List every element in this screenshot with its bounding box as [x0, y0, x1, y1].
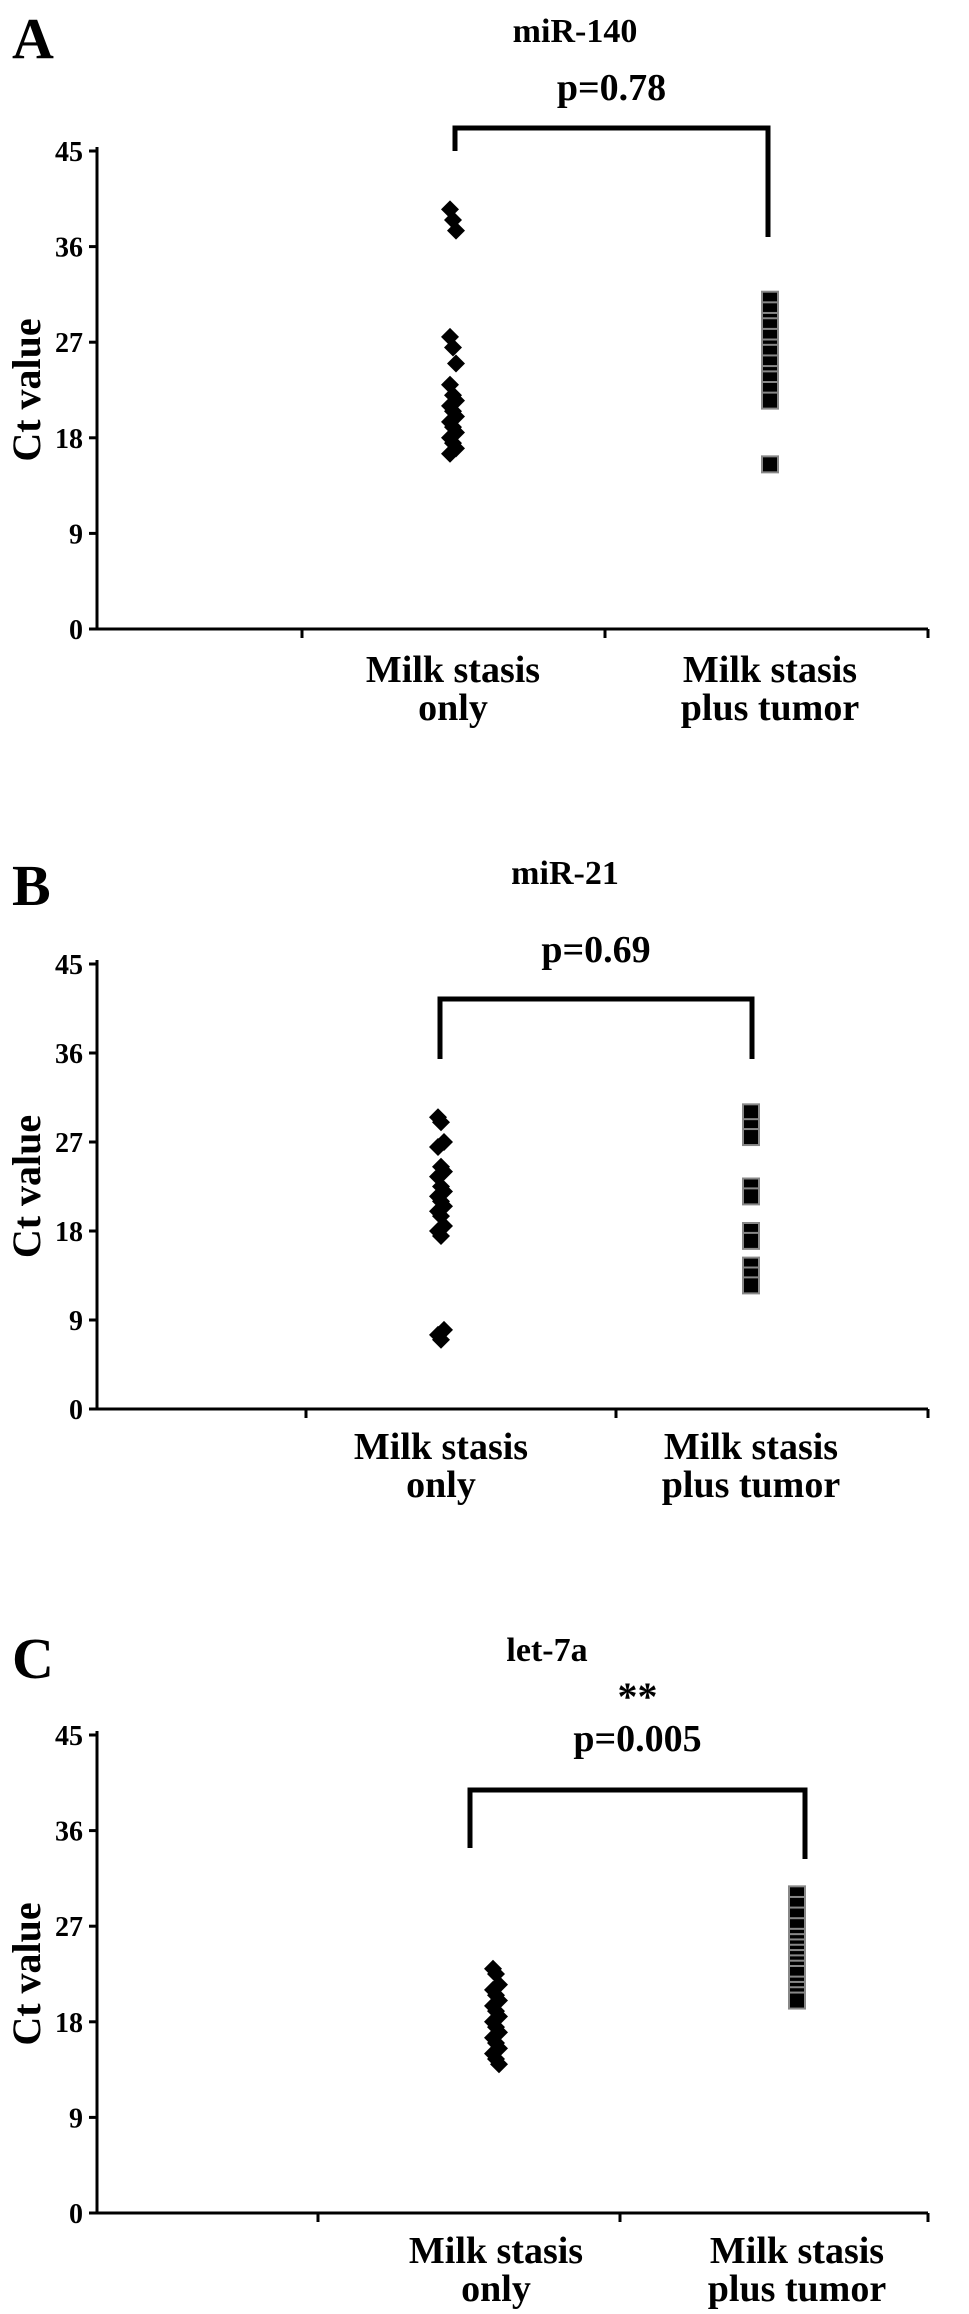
data-point-diamond: [432, 1113, 450, 1132]
category-label: Milk stasis: [664, 1426, 838, 1468]
y-tick-label: 45: [55, 950, 83, 981]
data-point-diamond: [444, 338, 462, 357]
category-label: plus tumor: [662, 1464, 841, 1506]
chart-title: let-7a: [506, 1632, 587, 1669]
category-label: only: [418, 687, 488, 729]
y-tick-label: 18: [55, 1217, 83, 1248]
category-label: Milk stasis: [354, 1426, 528, 1468]
data-point-square: [742, 1187, 760, 1206]
y-tick-label: 45: [55, 1721, 83, 1752]
y-tick-label: 0: [69, 1395, 83, 1426]
data-point-square: [742, 1103, 760, 1122]
significance-bracket: [467, 1787, 808, 1859]
y-tick-label: 18: [55, 2008, 83, 2039]
y-axis-label: Ct value: [4, 1115, 49, 1258]
data-point-square: [761, 455, 779, 474]
y-tick-label: 36: [55, 1817, 83, 1848]
category-label: only: [406, 1464, 476, 1506]
panel-letter: C: [12, 1626, 54, 1691]
p-value-label: p=0.78: [557, 67, 666, 109]
y-tick-label: 27: [55, 1128, 83, 1159]
significance-bracket: [437, 996, 755, 1059]
chart-title: miR-140: [513, 13, 638, 50]
data-point-square: [742, 1276, 760, 1295]
data-point-diamond: [447, 221, 465, 240]
category-label: Milk stasis: [710, 2230, 884, 2272]
data-point-diamond: [441, 444, 459, 463]
significance-stars: **: [618, 1674, 658, 1719]
category-label: Milk stasis: [409, 2230, 583, 2272]
category-label: Milk stasis: [683, 649, 857, 691]
y-tick-label: 9: [69, 2103, 83, 2134]
data-point-square: [788, 1991, 806, 2010]
y-tick-label: 36: [55, 1039, 83, 1070]
p-value-label: p=0.69: [541, 929, 650, 971]
data-point-diamond: [490, 2055, 508, 2074]
significance-bracket: [452, 125, 771, 237]
y-tick-label: 9: [69, 1306, 83, 1337]
data-point-diamond: [432, 1330, 450, 1349]
p-value-label: p=0.005: [573, 1718, 701, 1760]
y-tick-label: 9: [69, 519, 83, 550]
category-label: only: [461, 2268, 531, 2310]
chart-title: miR-21: [511, 855, 619, 892]
data-point-diamond: [447, 354, 465, 373]
data-point-diamond: [432, 1226, 450, 1245]
data-point-square: [742, 1128, 760, 1147]
y-tick-label: 0: [69, 615, 83, 646]
data-point-square: [761, 391, 779, 410]
y-tick-label: 0: [69, 2199, 83, 2230]
y-axis-label: Ct value: [4, 1902, 49, 2045]
panel-letter: A: [12, 6, 54, 71]
y-tick-label: 36: [55, 233, 83, 264]
data-point-square: [742, 1231, 760, 1250]
panel-letter: B: [12, 853, 51, 918]
category-label: plus tumor: [681, 687, 860, 729]
y-tick-label: 18: [55, 424, 83, 455]
y-tick-label: 27: [55, 1912, 83, 1943]
category-label: Milk stasis: [366, 649, 540, 691]
y-tick-label: 45: [55, 137, 83, 168]
category-label: plus tumor: [708, 2268, 887, 2310]
y-axis-label: Ct value: [4, 318, 49, 461]
data-point-diamond: [429, 1137, 447, 1156]
y-tick-label: 27: [55, 328, 83, 359]
